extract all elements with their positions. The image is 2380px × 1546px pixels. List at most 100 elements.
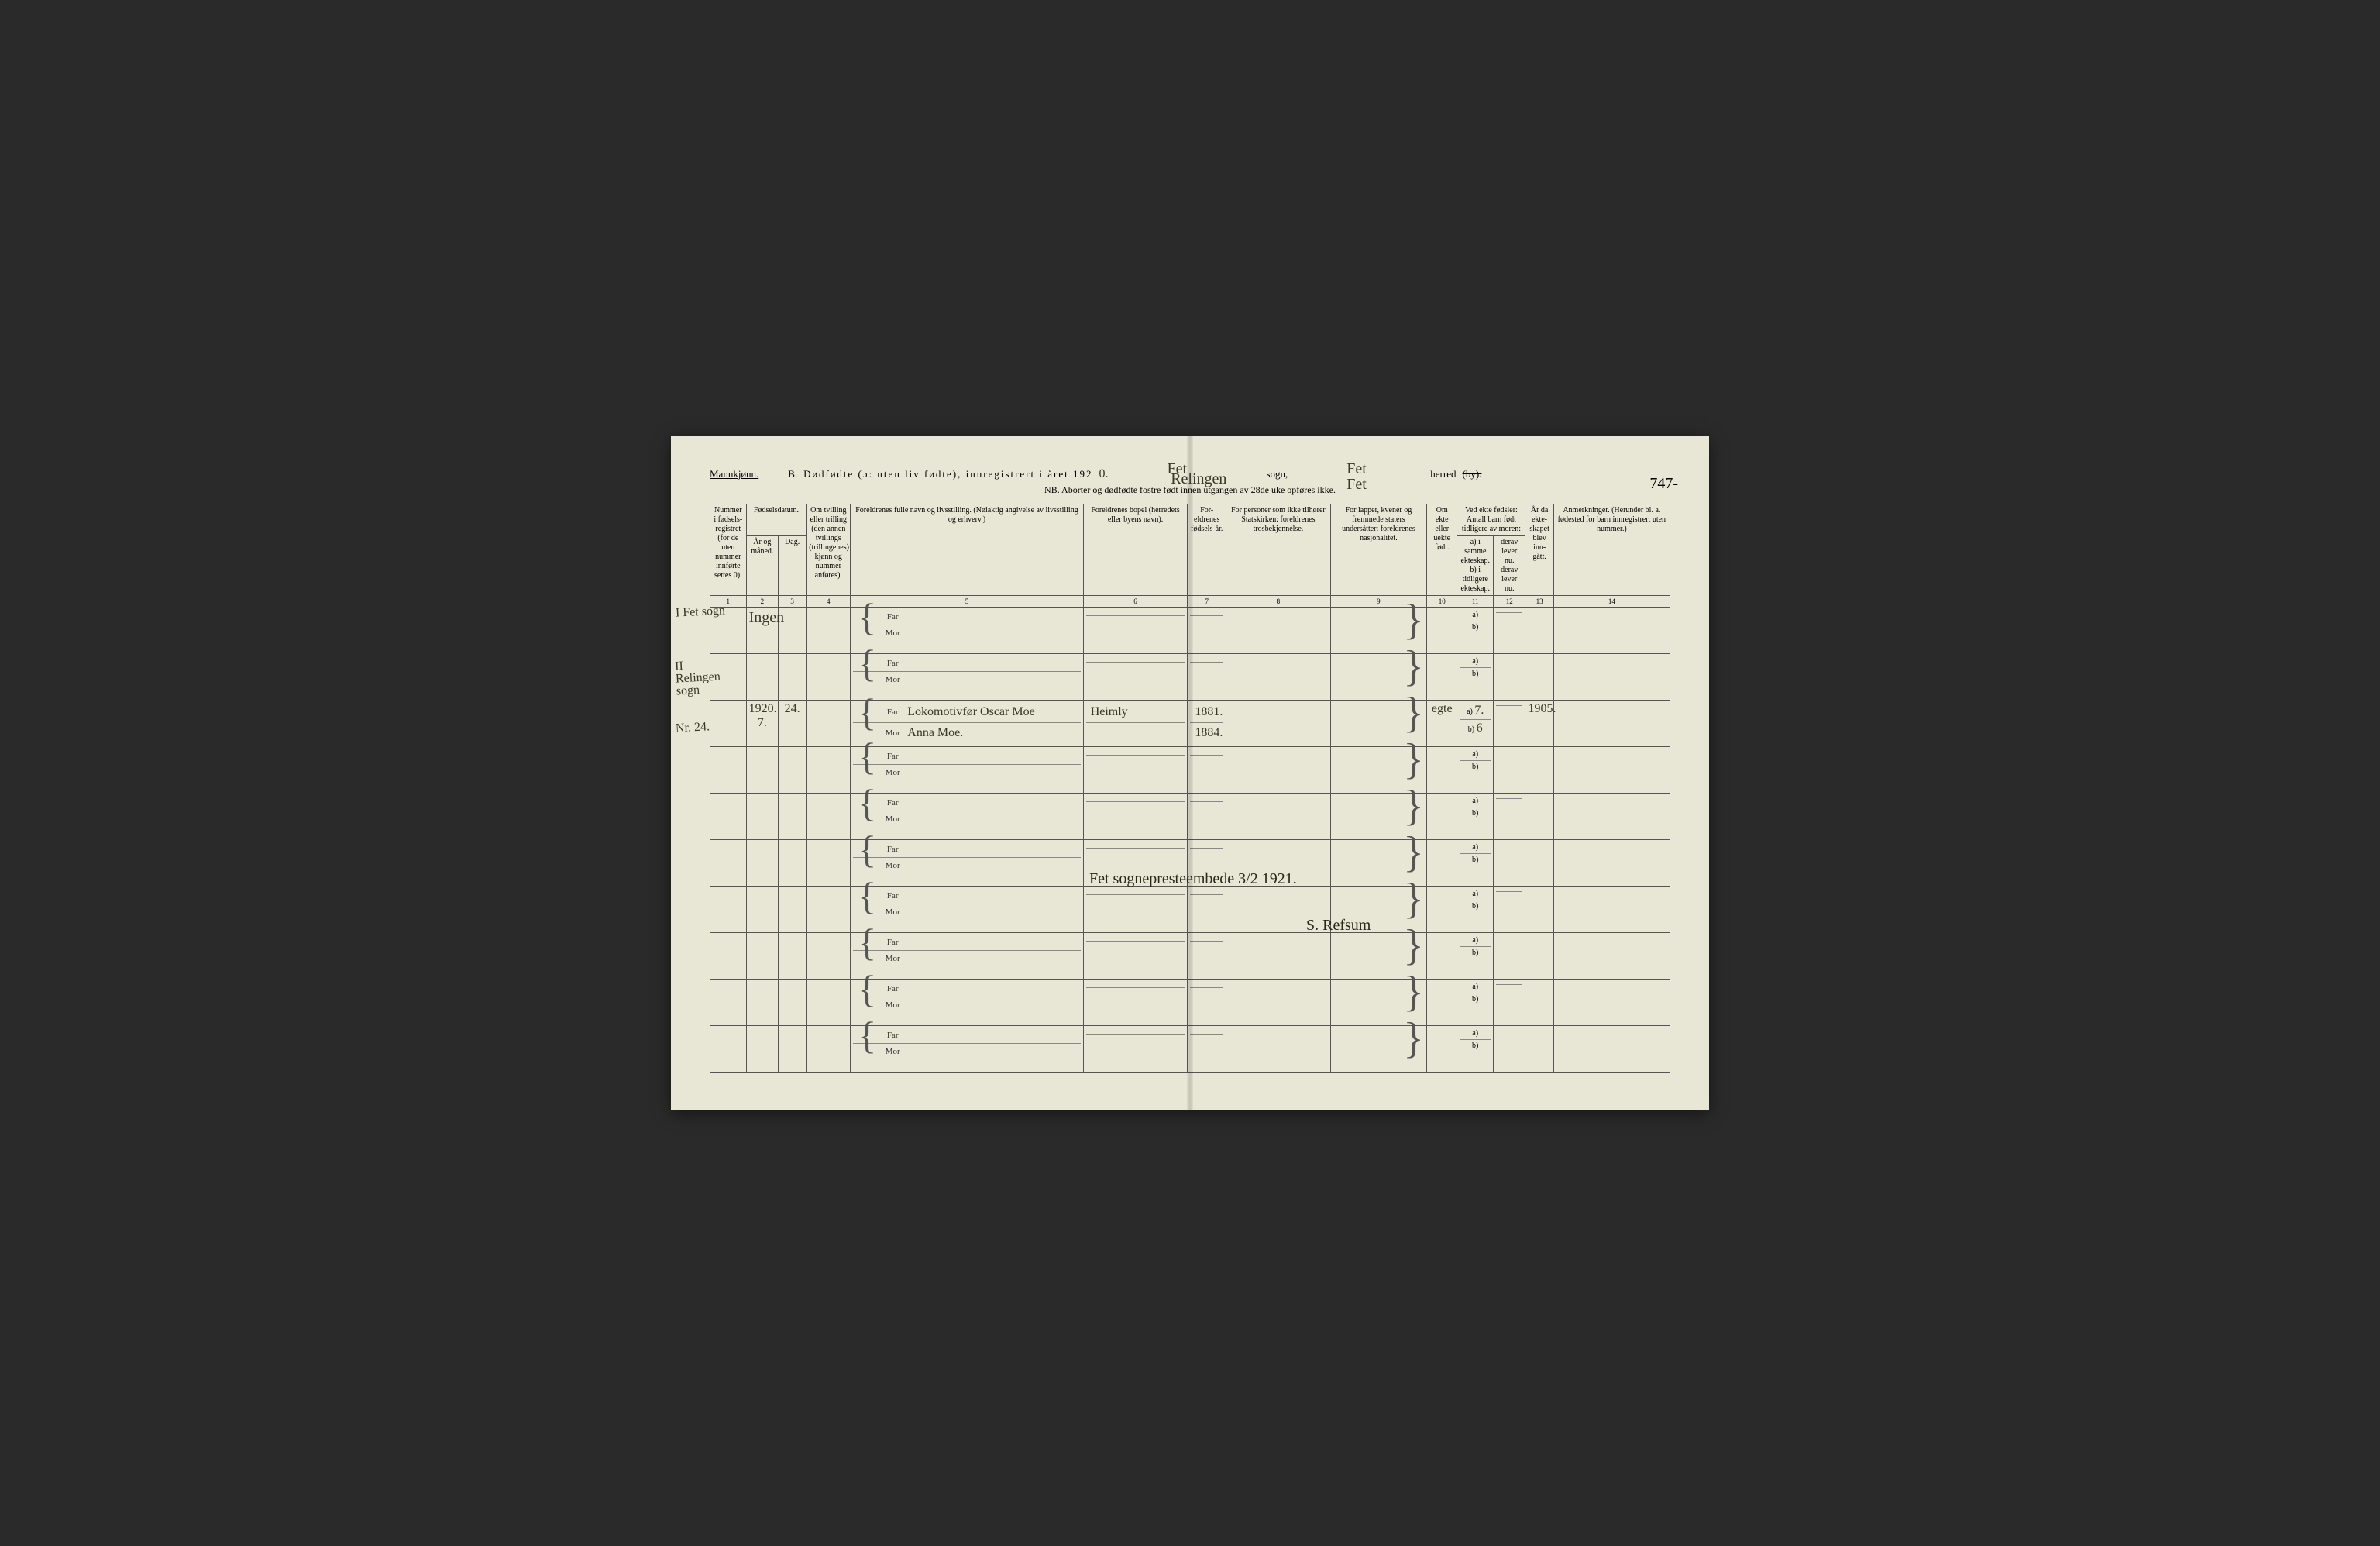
herred-strike: (by). [1462, 468, 1481, 480]
table-cell [1427, 793, 1457, 839]
table-cell [1553, 746, 1670, 793]
nb-line: Relingen NB. Aborter og dødfødte fostre … [710, 484, 1670, 496]
table-cell [746, 886, 778, 932]
table-cell [1226, 793, 1331, 839]
table-cell [1553, 979, 1670, 1025]
table-row: {Far {Mor }a) b) [710, 793, 1670, 839]
table-cell [1553, 653, 1670, 700]
table-cell: a) b) [1457, 839, 1494, 886]
colnum: 7 [1188, 595, 1226, 607]
margin-annotation-3: Nr. 24. [676, 720, 723, 735]
colnum: 5 [851, 595, 1083, 607]
table-cell: a) b) [1457, 793, 1494, 839]
parents-cell: {Far {Mor [851, 932, 1083, 979]
table-cell [710, 746, 747, 793]
table-cell [779, 653, 807, 700]
parents-cell: {Far {Mor [851, 746, 1083, 793]
table-row: 1920. 7.24. {FarLokomotivfør Oscar Moe {… [710, 700, 1670, 746]
table-cell [1553, 932, 1670, 979]
col-header-8: For personer som ikke tilhører Statskirk… [1226, 504, 1331, 595]
table-cell [1083, 1025, 1188, 1072]
table-cell [807, 607, 851, 653]
table-cell [1525, 886, 1553, 932]
table-cell [1226, 979, 1331, 1025]
parents-cell: {Far {Mor [851, 839, 1083, 886]
col-header-11-group: Ved ekte fødsler: Antall barn født tidli… [1457, 504, 1525, 535]
table-cell [779, 793, 807, 839]
col-header-2-group: Fødselsdatum. [746, 504, 807, 535]
sogn-label: sogn, [1266, 468, 1288, 480]
table-cell [746, 1025, 778, 1072]
table-cell: a) 7.b) 6 [1457, 700, 1494, 746]
table-cell [710, 886, 747, 932]
colnum: 8 [1226, 595, 1331, 607]
table-cell [1553, 839, 1670, 886]
table-cell: Heimly [1083, 700, 1188, 746]
table-cell [1553, 1025, 1670, 1072]
table-row: {Far {Mor }a) b) [710, 1025, 1670, 1072]
table-row: {Far {Mor }a) b) [710, 653, 1670, 700]
table-cell: egte [1427, 700, 1457, 746]
register-page: I Fet sogn II Relingen sogn Nr. 24. 747-… [671, 436, 1709, 1110]
table-cell [1525, 746, 1553, 793]
table-cell [1525, 653, 1553, 700]
table-cell [1427, 1025, 1457, 1072]
table-cell [807, 700, 851, 746]
parents-cell: {FarLokomotivfør Oscar Moe {MorAnna Moe. [851, 700, 1083, 746]
col-header-11a: a) i samme ekteskap. b) i tidligere ekte… [1457, 535, 1494, 595]
c12b-text: derav lever nu. [1496, 566, 1522, 594]
table-cell [807, 793, 851, 839]
table-cell [779, 1025, 807, 1072]
table-cell [1188, 793, 1226, 839]
col-header-4: Om tvilling eller trilling (den annen tv… [807, 504, 851, 595]
table-cell [1083, 607, 1188, 653]
table-cell [1494, 700, 1525, 746]
table-cell [779, 839, 807, 886]
table-cell [1553, 793, 1670, 839]
table-row: Ingen {Far {Mor }a) b) [710, 607, 1670, 653]
table-cell [1494, 793, 1525, 839]
col-header-6: Foreldrenes bopel (herredets eller byens… [1083, 504, 1188, 595]
section-letter: B. [788, 468, 797, 480]
table-cell [807, 979, 851, 1025]
table-cell [1083, 932, 1188, 979]
table-cell [1494, 607, 1525, 653]
title-main: Dødfødte (ɔ: uten liv fødte), innregistr… [803, 468, 1092, 480]
parents-cell: {Far {Mor [851, 653, 1083, 700]
table-cell [1188, 886, 1226, 932]
col-header-14: Anmerkninger. (Herunder bl. a. fødested … [1553, 504, 1670, 595]
table-cell [1226, 746, 1331, 793]
table-cell [1083, 793, 1188, 839]
table-cell [1188, 653, 1226, 700]
sogn-cursive-2: Relingen [1171, 470, 1226, 488]
table-row: {Far {Mor }a) b) [710, 932, 1670, 979]
table-cell [1226, 607, 1331, 653]
colnum: 4 [807, 595, 851, 607]
table-cell [746, 979, 778, 1025]
table-cell [1188, 607, 1226, 653]
table-cell [807, 932, 851, 979]
table-cell [1525, 839, 1553, 886]
c11a-text: a) i samme ekteskap. [1460, 538, 1491, 566]
table-cell [1083, 746, 1188, 793]
table-cell [807, 1025, 851, 1072]
table-cell [1226, 653, 1331, 700]
table-cell [746, 793, 778, 839]
table-cell [746, 932, 778, 979]
col-header-9: For lapper, kvener og fremmede staters u… [1330, 504, 1426, 595]
table-cell [1525, 607, 1553, 653]
table-cell [807, 746, 851, 793]
table-cell [1083, 979, 1188, 1025]
table-cell: a) b) [1457, 1025, 1494, 1072]
table-cell [1188, 746, 1226, 793]
table-cell [1427, 607, 1457, 653]
margin-annotation-2: II Relingen sogn [675, 658, 723, 697]
table-cell [710, 979, 747, 1025]
table-cell [807, 839, 851, 886]
table-cell [746, 839, 778, 886]
col-header-12: derav lever nu. derav lever nu. [1494, 535, 1525, 595]
parents-cell: {Far {Mor [851, 1025, 1083, 1072]
table-cell [779, 932, 807, 979]
table-row: {Far {Mor }a) b) [710, 979, 1670, 1025]
table-cell [1188, 932, 1226, 979]
